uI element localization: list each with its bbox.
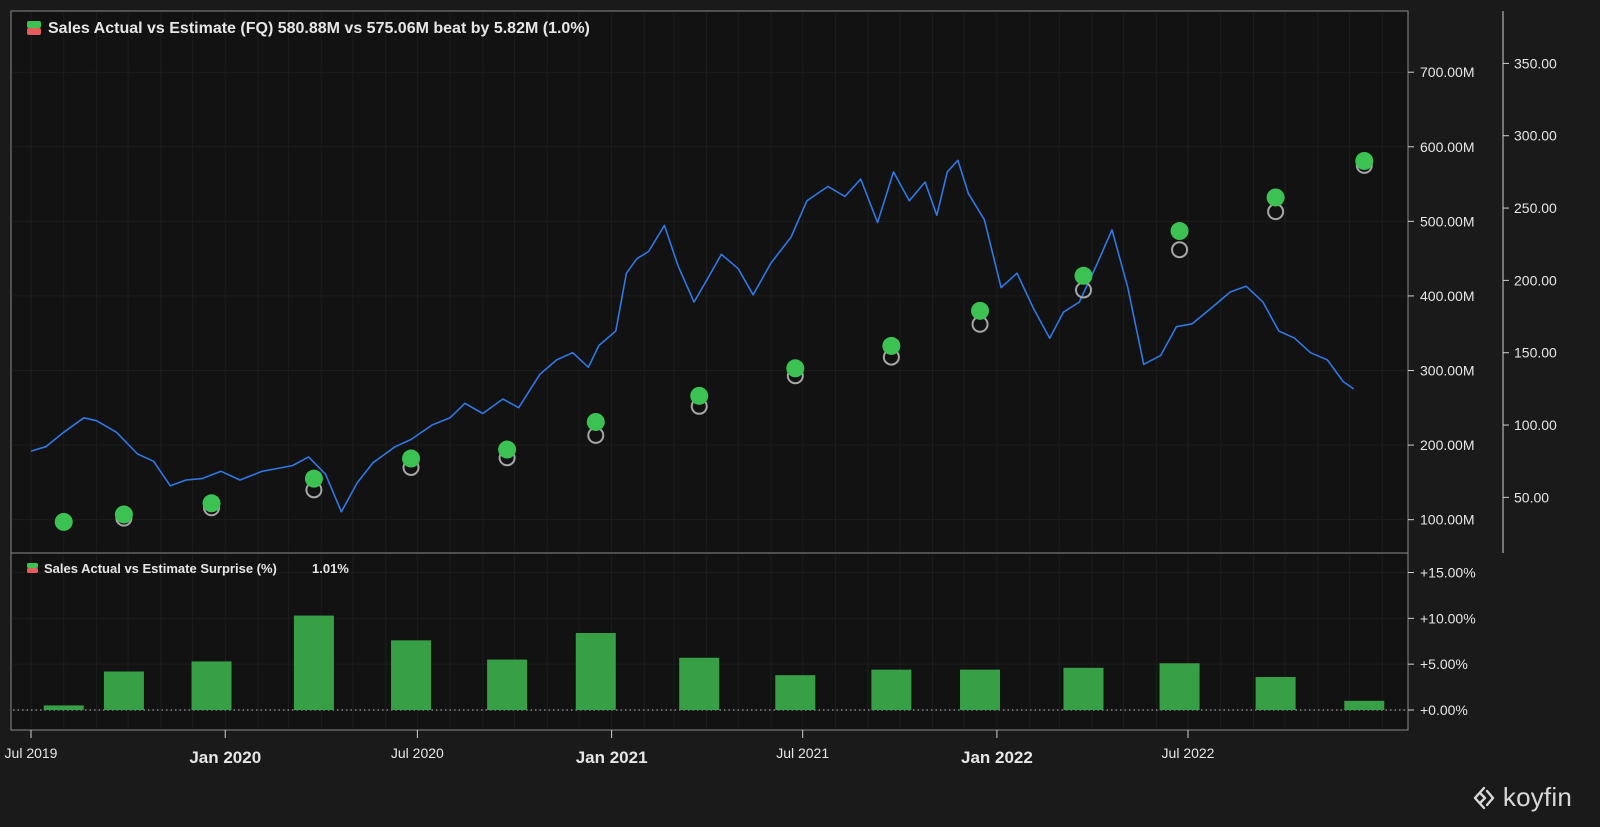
surprise-bar[interactable]: [191, 661, 232, 710]
x-axis-label: Jan 2021: [576, 748, 648, 767]
price-axis-label: 100.00: [1514, 417, 1557, 433]
legend-miss-swatch: [27, 28, 41, 35]
surprise-axis-label: +0.00%: [1420, 702, 1468, 718]
sales-axis-label: 700.00M: [1420, 64, 1474, 80]
sales-axis-label: 500.00M: [1420, 213, 1474, 229]
price-axis-label: 350.00: [1514, 55, 1557, 71]
surprise-bar[interactable]: [43, 705, 84, 710]
actual-marker[interactable]: [402, 449, 421, 468]
actual-marker[interactable]: [1074, 266, 1093, 285]
sales-axis-label: 600.00M: [1420, 139, 1474, 155]
actual-marker[interactable]: [202, 494, 221, 513]
actual-marker[interactable]: [498, 440, 517, 459]
sales-axis-label: 100.00M: [1420, 512, 1474, 528]
x-axis-label: Jul 2019: [5, 745, 58, 761]
actual-marker[interactable]: [304, 469, 323, 488]
surprise-legend-value: 1.01%: [312, 561, 349, 576]
surprise-bar[interactable]: [575, 633, 616, 710]
actual-marker[interactable]: [971, 301, 990, 320]
surprise-bar[interactable]: [1159, 663, 1200, 710]
koyfin-logo-text: koyfin: [1502, 782, 1572, 812]
actual-marker[interactable]: [1266, 188, 1285, 207]
koyfin-brand[interactable]: koyfin: [1471, 782, 1572, 813]
actual-marker[interactable]: [882, 336, 901, 355]
actual-marker[interactable]: [54, 512, 73, 531]
surprise-bar[interactable]: [960, 669, 1001, 710]
surprise-legend[interactable]: Sales Actual vs Estimate Surprise (%) 1.…: [27, 561, 349, 576]
surprise-bar[interactable]: [775, 675, 816, 710]
actual-marker[interactable]: [586, 412, 605, 431]
marks-layer: [30, 151, 1385, 711]
x-axis-label: Jul 2020: [391, 745, 444, 761]
x-axis-label: Jul 2021: [776, 745, 829, 761]
legend-surprise-pos-swatch: [27, 563, 38, 568]
actual-marker[interactable]: [786, 359, 805, 378]
x-axis-label: Jan 2020: [189, 748, 261, 767]
surprise-axis-label: +5.00%: [1420, 656, 1468, 672]
sales-axis-label: 300.00M: [1420, 363, 1474, 379]
price-axis-label: 200.00: [1514, 272, 1557, 288]
surprise-axis-label: +15.00%: [1420, 565, 1476, 581]
price-axis-label: 150.00: [1514, 345, 1557, 361]
surprise-bar[interactable]: [871, 669, 912, 710]
axis-layer: 100.00M 200.00M 300.00M 400.00M 500.00M 600.0…: [5, 55, 1558, 767]
actual-marker[interactable]: [114, 505, 133, 524]
surprise-bar[interactable]: [103, 671, 144, 711]
actual-marker[interactable]: [690, 386, 709, 405]
surprise-bar[interactable]: [391, 640, 432, 710]
price-axis-label: 300.00: [1514, 128, 1557, 144]
actual-marker[interactable]: [1355, 151, 1374, 170]
estimate-marker[interactable]: [1171, 241, 1189, 259]
sales-panel: [10, 10, 1409, 554]
sales-legend-title: Sales Actual vs Estimate (FQ) 580.88M vs…: [48, 20, 590, 37]
sales-axis-label: 400.00M: [1420, 288, 1474, 304]
surprise-bar[interactable]: [679, 657, 720, 710]
surprise-bar[interactable]: [1255, 677, 1296, 710]
sales-legend[interactable]: Sales Actual vs Estimate (FQ) 580.88M vs…: [27, 20, 590, 37]
surprise-bar[interactable]: [293, 615, 334, 710]
price-line[interactable]: [30, 159, 1355, 513]
surprise-axis-label: +10.00%: [1420, 610, 1476, 626]
x-axis-label: Jul 2022: [1162, 745, 1215, 761]
surprise-bar[interactable]: [487, 659, 528, 710]
price-axis-label: 250.00: [1514, 200, 1557, 216]
sales-axis-label: 200.00M: [1420, 437, 1474, 453]
x-axis-label: Jan 2022: [961, 748, 1033, 767]
surprise-bar[interactable]: [1344, 700, 1385, 710]
price-axis-label: 50.00: [1514, 489, 1549, 505]
surprise-bar[interactable]: [1063, 667, 1104, 710]
legend-surprise-neg-swatch: [27, 568, 38, 573]
koyfin-logo-icon: [1473, 786, 1495, 809]
actual-marker[interactable]: [1170, 222, 1189, 241]
surprise-legend-title: Sales Actual vs Estimate Surprise (%): [44, 561, 277, 576]
legend-actual-swatch: [27, 21, 41, 28]
